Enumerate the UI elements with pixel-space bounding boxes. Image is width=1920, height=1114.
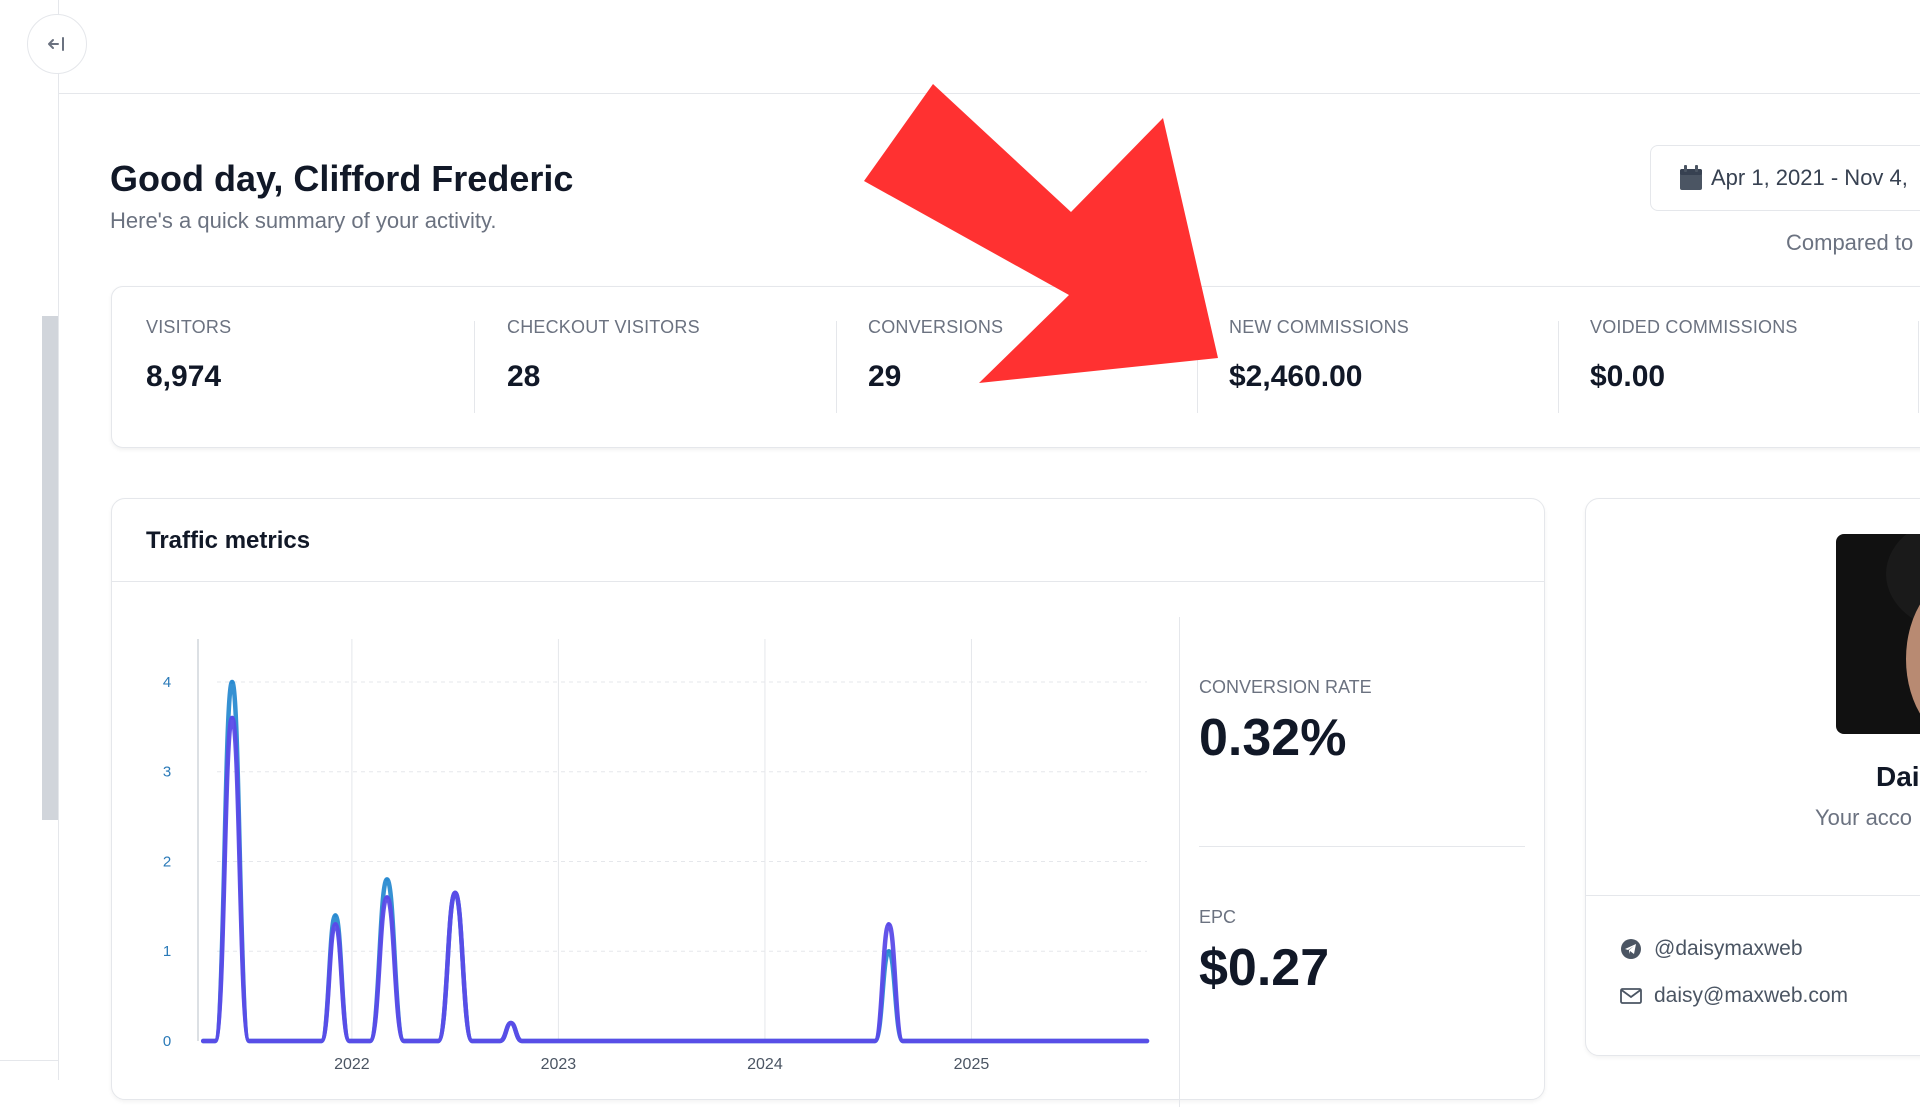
data-point xyxy=(453,890,458,895)
stat-label: VOIDED COMMISSIONS xyxy=(1590,317,1798,337)
metric-epc: EPC $0.27 xyxy=(1199,907,1329,998)
metric-value: $0.27 xyxy=(1199,939,1330,997)
y-tick-label: 2 xyxy=(163,853,171,870)
compared-to-label: Compared to xyxy=(1786,230,1914,255)
stats-card: VISITORS 8,974 CHECKOUT VISITORS 28 CONV… xyxy=(111,286,1920,448)
traffic-chart-svg: 0 1 2 3 4 2022 2023 2024 2025 xyxy=(163,639,1150,1073)
date-range-picker[interactable]: Apr 1, 2021 - Nov 4, xyxy=(1650,145,1920,211)
avatar xyxy=(1836,534,1920,734)
x-tick-label: 2022 xyxy=(334,1056,370,1073)
x-tick-label: 2025 xyxy=(954,1056,990,1073)
data-point xyxy=(886,949,891,954)
data-point xyxy=(508,1021,513,1026)
x-tick-label: 2023 xyxy=(541,1056,577,1073)
y-tick-label: 1 xyxy=(163,943,171,960)
profile-divider xyxy=(1586,895,1920,896)
stat-divider xyxy=(474,321,475,413)
data-point xyxy=(230,679,235,684)
stat-new-commissions: NEW COMMISSIONS $2,460.00 xyxy=(1229,317,1409,394)
data-point xyxy=(230,715,235,720)
stat-voided-commissions: VOIDED COMMISSIONS $0.00 xyxy=(1590,317,1798,394)
metric-conversion-rate: CONVERSION RATE 0.32% xyxy=(1199,677,1372,768)
data-point xyxy=(385,877,389,882)
stat-value: $2,460.00 xyxy=(1229,360,1363,393)
stat-value: 29 xyxy=(868,360,902,393)
telegram-contact[interactable]: @daisymaxweb xyxy=(1620,937,1803,961)
y-tick-label: 4 xyxy=(163,674,171,691)
collapse-left-icon xyxy=(48,37,64,51)
stat-value: 8,974 xyxy=(146,360,222,393)
mail-icon xyxy=(1620,988,1642,1004)
stat-conversions: CONVERSIONS 29 xyxy=(868,317,1003,394)
metric-separator xyxy=(1199,846,1525,847)
sidebar xyxy=(0,0,59,1080)
sidebar-scrollbar[interactable] xyxy=(42,316,58,820)
profile-card: Dai Your acco @daisymaxweb daisy@maxweb.… xyxy=(1585,498,1920,1056)
stat-label: CHECKOUT VISITORS xyxy=(507,317,700,337)
traffic-metrics-title: Traffic metrics xyxy=(146,527,311,554)
sidebar-divider xyxy=(0,1060,58,1061)
traffic-chart[interactable]: 0 1 2 3 4 2022 2023 2024 2025 xyxy=(112,609,1182,1109)
stat-divider xyxy=(1918,321,1919,413)
data-point xyxy=(385,895,389,900)
series-line xyxy=(200,715,1150,1044)
profile-subtitle: Your acco xyxy=(1815,805,1913,830)
stat-checkout-visitors: CHECKOUT VISITORS 28 xyxy=(507,317,700,394)
traffic-metrics-card: Traffic metrics 0 1 2 3 4 2022 2023 2024 2025 CO… xyxy=(111,498,1545,1107)
stat-visitors: VISITORS 8,974 xyxy=(146,317,231,394)
topbar-divider xyxy=(58,93,1920,94)
stat-divider xyxy=(836,321,837,413)
card-header-divider xyxy=(112,581,1544,582)
stat-divider xyxy=(1558,321,1559,413)
stat-label: VISITORS xyxy=(146,317,232,337)
x-tick-label: 2024 xyxy=(747,1056,783,1073)
date-range-text: Apr 1, 2021 - Nov 4, xyxy=(1711,165,1908,190)
stat-value: 28 xyxy=(507,360,541,393)
stat-divider xyxy=(1197,321,1198,413)
email-address: daisy@maxweb.com xyxy=(1654,984,1849,1007)
metric-value: 0.32% xyxy=(1199,709,1347,767)
stat-label: CONVERSIONS xyxy=(868,317,1004,337)
metrics-divider xyxy=(1179,617,1180,1107)
page-subtitle: Here's a quick summary of your activity. xyxy=(110,208,497,233)
data-point xyxy=(333,922,338,927)
stat-label: NEW COMMISSIONS xyxy=(1229,317,1410,337)
telegram-icon xyxy=(1621,939,1641,959)
page-title: Good day, Clifford Frederic xyxy=(110,158,574,199)
data-point xyxy=(886,922,891,927)
stat-value: $0.00 xyxy=(1590,360,1666,393)
collapse-sidebar-button[interactable] xyxy=(27,14,87,74)
profile-name: Dai xyxy=(1876,761,1920,792)
calendar-icon xyxy=(1680,165,1702,190)
metric-label: CONVERSION RATE xyxy=(1199,677,1372,697)
email-contact[interactable]: daisy@maxweb.com xyxy=(1620,984,1848,1008)
y-tick-label: 3 xyxy=(163,764,171,781)
data-point xyxy=(333,913,338,918)
y-tick-label: 0 xyxy=(163,1033,171,1050)
telegram-handle: @daisymaxweb xyxy=(1654,937,1803,960)
metric-label: EPC xyxy=(1199,907,1237,927)
